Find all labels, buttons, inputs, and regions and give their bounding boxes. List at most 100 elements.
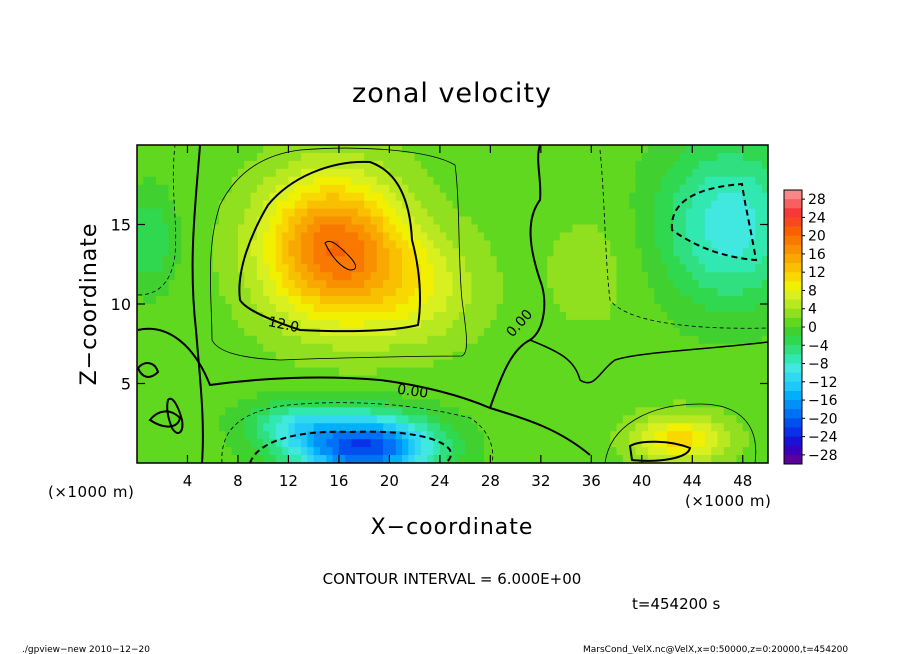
heat-cell (622, 176, 630, 186)
heat-cell (376, 184, 384, 194)
heat-cell (319, 407, 327, 416)
heat-cell (143, 200, 151, 210)
heat-cell (155, 248, 163, 257)
heat-cell (534, 232, 542, 241)
heat-cell (275, 248, 283, 257)
heat-cell (730, 184, 738, 194)
heat-cell (206, 192, 214, 202)
heat-cell (307, 383, 315, 393)
heat-cell (635, 399, 643, 408)
heat-cell (181, 152, 189, 162)
heat-cell (174, 232, 182, 241)
heat-cell (364, 216, 372, 226)
heat-cell (616, 343, 624, 353)
heat-cell (667, 216, 674, 226)
heat-cell (345, 415, 353, 424)
heat-cell (332, 367, 340, 377)
heat-cell (585, 232, 592, 241)
heat-cell (364, 248, 372, 257)
heat-cell (540, 184, 548, 194)
heat-cell (458, 423, 466, 432)
heat-cell (648, 439, 656, 448)
heat-cell (566, 280, 573, 289)
heat-cell (515, 367, 523, 377)
heat-cell (723, 200, 731, 210)
heat-cell (155, 375, 163, 385)
heat-cell (439, 296, 447, 305)
heat-cell (427, 192, 435, 202)
heat-cell (137, 248, 144, 257)
heat-cell (534, 439, 542, 448)
heat-cell (326, 184, 334, 194)
heat-cell (326, 288, 334, 297)
heat-cell (319, 304, 327, 313)
heat-cell (187, 176, 195, 186)
heat-cell (433, 343, 441, 353)
heat-cell (446, 423, 454, 432)
heat-cell (711, 367, 719, 377)
heat-cell (566, 319, 573, 329)
heat-cell (206, 240, 214, 249)
heat-cell (761, 423, 768, 432)
heat-cell (521, 431, 529, 440)
heat-cell (307, 407, 315, 416)
heat-cell (433, 152, 441, 162)
heat-cell (629, 423, 637, 432)
heat-cell (389, 375, 397, 385)
heat-cell (345, 296, 353, 305)
heat-cell (717, 439, 725, 448)
heat-cell (559, 359, 567, 369)
heat-cell (225, 272, 233, 281)
x-tick-label: 48 (733, 472, 752, 490)
heat-cell (685, 224, 693, 234)
heat-cell (660, 335, 668, 345)
heat-cell (629, 256, 637, 265)
heat-cell (496, 176, 504, 186)
heat-cell (244, 200, 252, 210)
heat-cell (667, 319, 674, 329)
heat-cell (509, 256, 517, 265)
heat-cell (553, 145, 561, 154)
heat-cell (439, 431, 447, 440)
heat-cell (313, 415, 321, 424)
heat-cell (761, 431, 768, 440)
heat-cell (408, 367, 416, 377)
heat-cell (408, 439, 416, 448)
heat-cell (168, 343, 176, 353)
heat-cell (736, 343, 744, 353)
heat-cell (427, 375, 435, 385)
heat-cell (326, 359, 334, 369)
heat-cell (610, 264, 618, 273)
heat-cell (395, 248, 403, 257)
heat-cell (263, 335, 271, 345)
heat-cell (376, 208, 384, 218)
heat-cell (521, 304, 529, 313)
heat-cell (755, 160, 763, 170)
heat-cell (692, 455, 700, 463)
heat-cell (597, 200, 605, 210)
heat-cell (566, 359, 573, 369)
heat-cell (225, 415, 233, 424)
heat-cell (534, 431, 542, 440)
heat-cell (515, 224, 523, 234)
heat-cell (572, 288, 580, 297)
heat-cell (616, 423, 624, 432)
heat-cell (288, 311, 296, 321)
heat-cell (427, 272, 435, 281)
heat-cell (484, 304, 491, 313)
heat-cell (471, 383, 479, 393)
heat-cell (402, 327, 409, 337)
heat-cell (521, 391, 529, 400)
heat-cell (749, 367, 756, 377)
heat-cell (446, 240, 454, 249)
heat-cell (338, 152, 346, 162)
heat-cell (250, 439, 258, 448)
heat-cell (269, 407, 277, 416)
heat-cell (648, 351, 656, 361)
heat-cell (357, 272, 365, 281)
heat-cell (648, 264, 656, 273)
heat-cell (149, 447, 157, 456)
heat-cell (471, 145, 479, 154)
colorbar-label: 24 (808, 210, 826, 226)
heat-cell (244, 160, 252, 170)
